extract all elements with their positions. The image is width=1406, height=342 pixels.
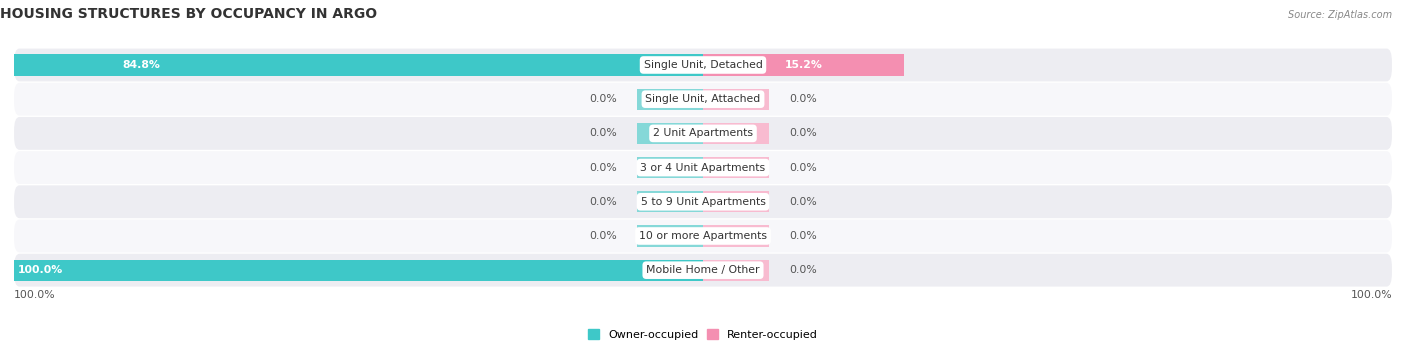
Bar: [0, 54, 703, 76]
Text: 10 or more Apartments: 10 or more Apartments: [638, 231, 768, 241]
FancyBboxPatch shape: [14, 49, 1392, 81]
Bar: [703, 54, 904, 76]
Bar: [637, 191, 703, 212]
FancyBboxPatch shape: [14, 151, 1392, 184]
Text: 5 to 9 Unit Apartments: 5 to 9 Unit Apartments: [641, 197, 765, 207]
Text: 100.0%: 100.0%: [18, 265, 63, 275]
Bar: [703, 191, 769, 212]
Text: 0.0%: 0.0%: [789, 265, 817, 275]
Text: 0.0%: 0.0%: [789, 197, 817, 207]
FancyBboxPatch shape: [14, 185, 1392, 218]
Text: 0.0%: 0.0%: [589, 197, 617, 207]
Text: 100.0%: 100.0%: [14, 290, 56, 300]
Text: 0.0%: 0.0%: [589, 128, 617, 139]
Bar: [703, 157, 769, 178]
FancyBboxPatch shape: [14, 83, 1392, 116]
Bar: [637, 89, 703, 110]
Text: 2 Unit Apartments: 2 Unit Apartments: [652, 128, 754, 139]
Text: HOUSING STRUCTURES BY OCCUPANCY IN ARGO: HOUSING STRUCTURES BY OCCUPANCY IN ARGO: [0, 7, 377, 21]
Text: 15.2%: 15.2%: [785, 60, 823, 70]
Bar: [637, 157, 703, 178]
FancyBboxPatch shape: [14, 117, 1392, 150]
Text: 0.0%: 0.0%: [789, 94, 817, 104]
Text: 0.0%: 0.0%: [589, 231, 617, 241]
Text: 100.0%: 100.0%: [1350, 290, 1392, 300]
Bar: [637, 123, 703, 144]
Text: Mobile Home / Other: Mobile Home / Other: [647, 265, 759, 275]
FancyBboxPatch shape: [14, 220, 1392, 252]
Text: Source: ZipAtlas.com: Source: ZipAtlas.com: [1288, 10, 1392, 20]
Bar: [703, 123, 769, 144]
Legend: Owner-occupied, Renter-occupied: Owner-occupied, Renter-occupied: [583, 325, 823, 342]
Text: 84.8%: 84.8%: [122, 60, 160, 70]
Text: Single Unit, Detached: Single Unit, Detached: [644, 60, 762, 70]
Text: 0.0%: 0.0%: [789, 231, 817, 241]
Bar: [703, 89, 769, 110]
Text: 0.0%: 0.0%: [789, 162, 817, 173]
Bar: [0, 260, 703, 281]
Text: 0.0%: 0.0%: [789, 128, 817, 139]
Text: Single Unit, Attached: Single Unit, Attached: [645, 94, 761, 104]
Bar: [703, 225, 769, 247]
Text: 0.0%: 0.0%: [589, 94, 617, 104]
Bar: [637, 225, 703, 247]
FancyBboxPatch shape: [14, 254, 1392, 287]
Text: 0.0%: 0.0%: [589, 162, 617, 173]
Text: 3 or 4 Unit Apartments: 3 or 4 Unit Apartments: [641, 162, 765, 173]
Bar: [703, 260, 769, 281]
